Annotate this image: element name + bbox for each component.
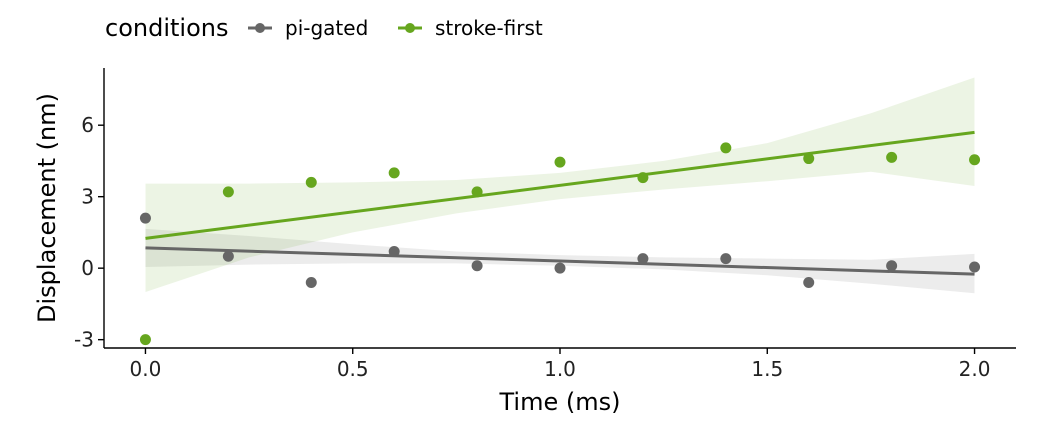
legend-key-point-pi-gated [255,23,265,33]
fit-line-pi-gated [145,246,975,276]
point-stroke-first [969,154,981,166]
x-axis-title: Time (ms) [499,388,621,416]
legend-title: conditions [105,14,228,42]
legend-item-pi-gated: pi-gated [248,16,368,40]
legend-key-point-stroke-first [405,23,415,33]
y-tick-label: 0 [81,256,94,280]
x-tick-label: 2.0 [959,357,991,381]
point-pi-gated [554,262,566,274]
fit-line-stroke-first [145,130,975,240]
legend-item-stroke-first: stroke-first [398,16,543,40]
y-axis-title: Displacement (nm) [33,93,61,323]
point-stroke-first [471,186,483,198]
point-stroke-first [222,186,234,198]
point-pi-gated [222,250,234,262]
point-stroke-first [305,176,317,188]
point-stroke-first [388,167,400,179]
legend-label-pi-gated: pi-gated [285,16,368,40]
point-stroke-first [637,172,649,184]
point-pi-gated [803,276,815,288]
x-tick-label: 0.0 [130,357,162,381]
legend: conditions pi-gated stroke-first [105,14,543,42]
point-pi-gated [305,276,317,288]
y-tick-label: -3 [74,328,94,352]
point-stroke-first [139,334,151,346]
x-tick-label: 1.0 [544,357,576,381]
point-stroke-first [720,142,732,154]
point-pi-gated [886,260,898,272]
point-pi-gated [139,212,151,224]
x-ticks: 0.0 0.5 1.0 1.5 2.0 [130,348,991,381]
point-pi-gated [637,253,649,265]
point-stroke-first [803,153,815,165]
y-ticks: -3 0 3 6 [74,113,104,352]
legend-label-stroke-first: stroke-first [435,16,543,40]
point-pi-gated [388,245,400,257]
point-pi-gated [969,261,981,273]
data-points [139,142,981,346]
fit-lines [145,130,975,276]
y-tick-label: 3 [81,185,94,209]
y-tick-label: 6 [81,113,94,137]
x-tick-label: 1.5 [751,357,783,381]
point-pi-gated [471,260,483,272]
point-stroke-first [554,156,566,168]
point-pi-gated [720,253,732,265]
x-tick-label: 0.5 [337,357,369,381]
point-stroke-first [886,151,898,163]
